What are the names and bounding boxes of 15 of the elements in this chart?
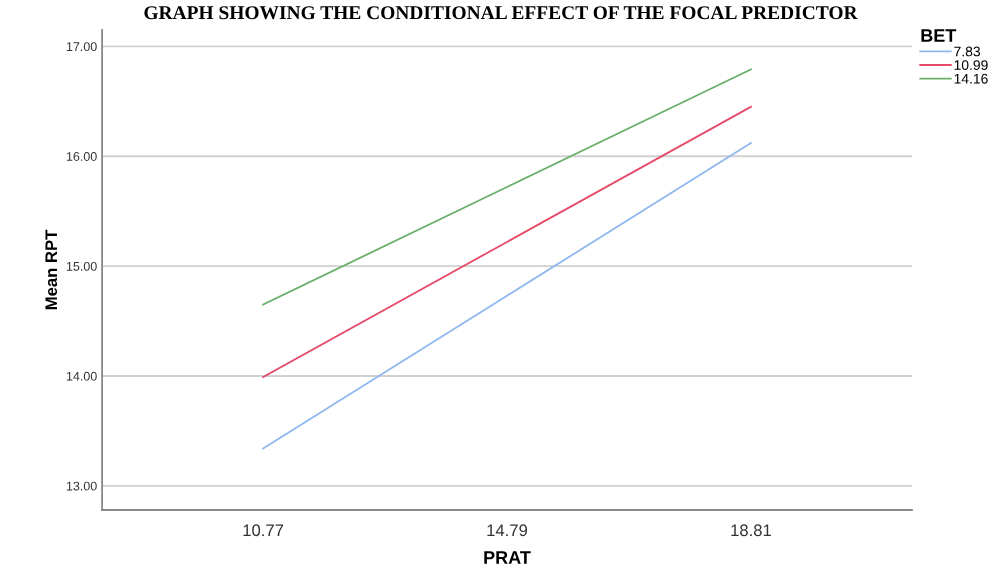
legend-title: BET: [921, 29, 957, 42]
legend-label: 14.16: [954, 73, 988, 84]
chart-title: GRAPH SHOWING THE CONDITIONAL EFFECT OF THE FOCAL PREDICTOR: [144, 6, 858, 20]
y-tick-label: 16.00: [66, 152, 97, 161]
legend-label: 10.99: [954, 60, 988, 70]
y-tick-label: 17.00: [66, 42, 97, 52]
x-tick-label: 10.77: [243, 524, 284, 537]
y-tick-label: 13.00: [66, 481, 97, 491]
y-tick-label: 15.00: [66, 261, 97, 271]
legend-label: 7.83: [954, 46, 980, 57]
x-axis-title: PRAT: [484, 551, 531, 564]
x-tick-label: 18.81: [731, 524, 771, 537]
x-tick-label: 14.79: [487, 524, 528, 537]
y-tick-label: 14.00: [66, 371, 97, 381]
y-axis-title: Mean RPT: [45, 229, 58, 310]
